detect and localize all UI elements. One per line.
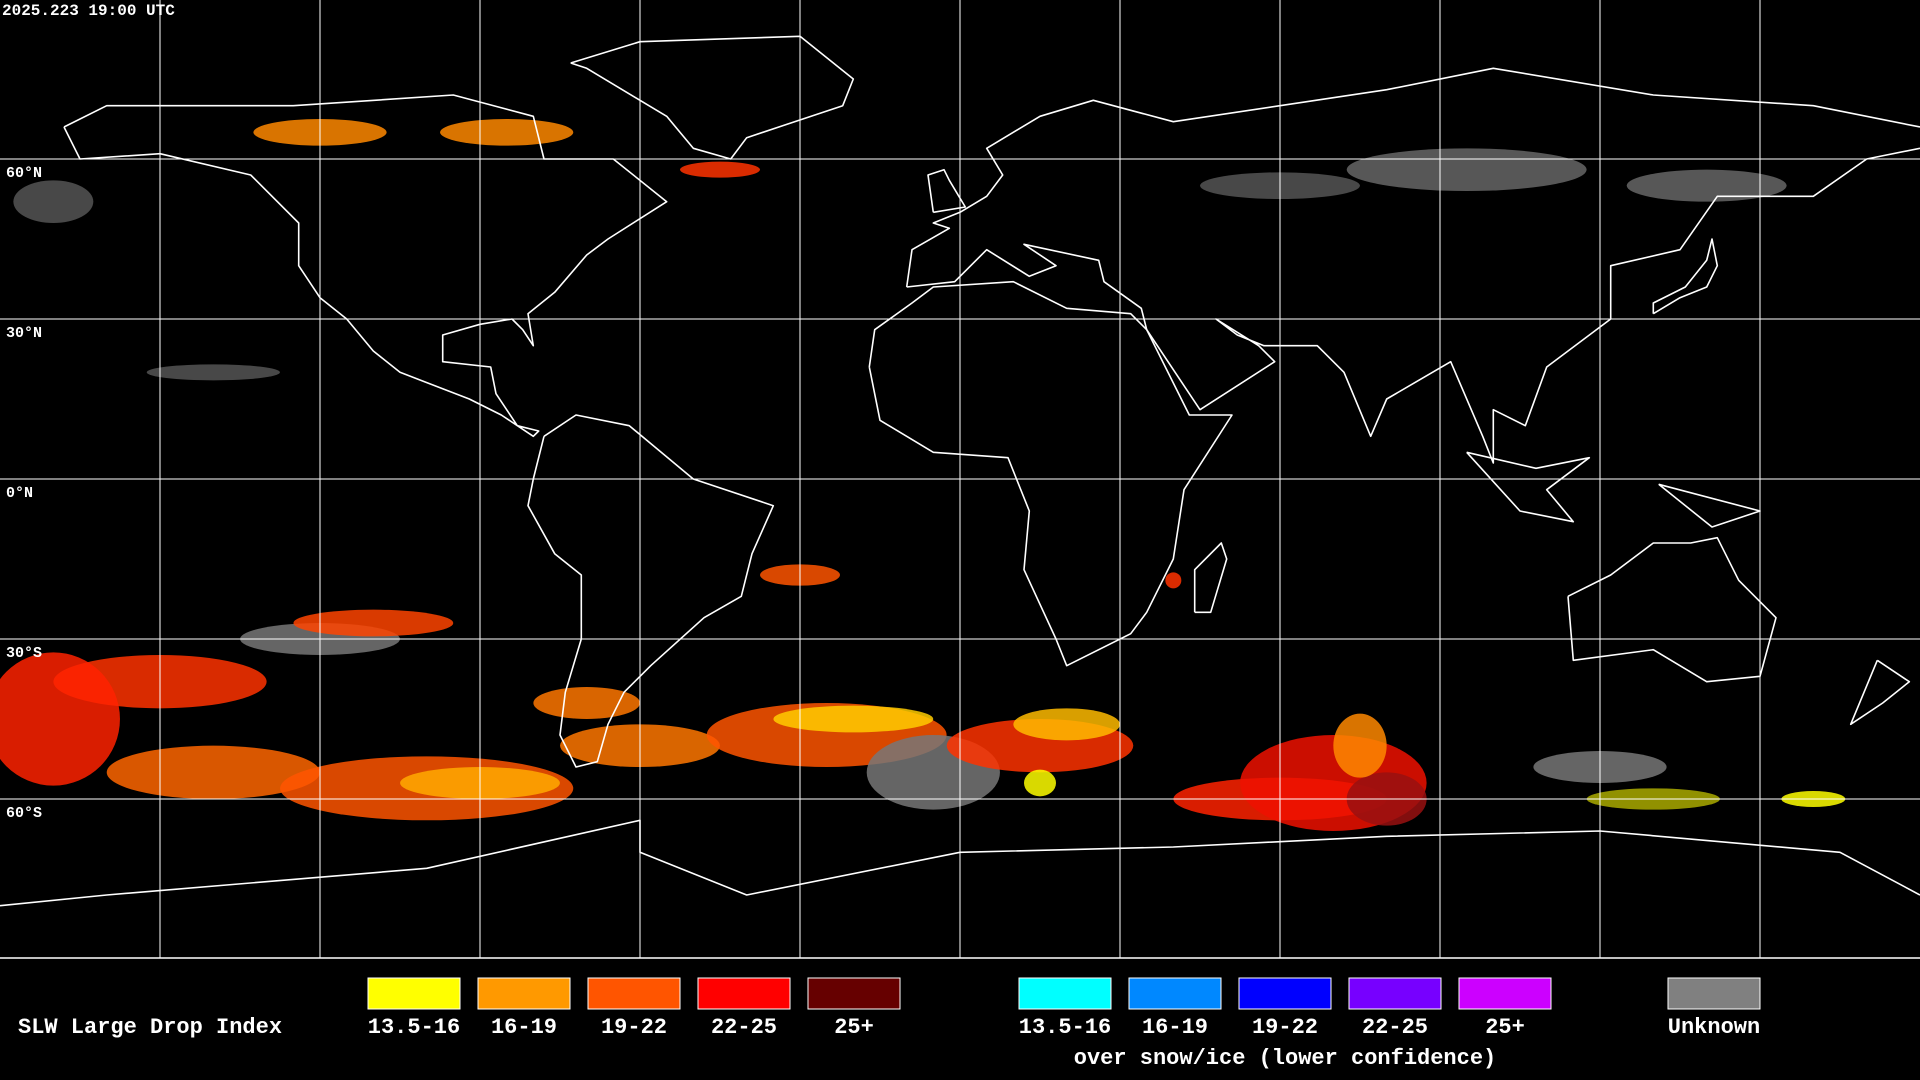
cloud-patch xyxy=(0,652,120,786)
legend-swatch xyxy=(1348,977,1442,1010)
coastline xyxy=(905,67,1920,288)
cloud-patch xyxy=(1165,572,1182,589)
legend-label: Unknown xyxy=(1668,1015,1760,1040)
coastline xyxy=(1658,483,1761,528)
coastline xyxy=(1567,536,1777,683)
legend-label: 13.5-16 xyxy=(1019,1015,1111,1040)
legend-swatch xyxy=(1238,977,1332,1010)
legend-label: 16-19 xyxy=(491,1015,557,1040)
cloud-patches xyxy=(0,119,1846,831)
cloud-patch xyxy=(680,161,760,178)
legend-label: 19-22 xyxy=(601,1015,667,1040)
coastline xyxy=(1193,542,1228,614)
legend-swatch xyxy=(587,977,681,1010)
coastline xyxy=(63,94,668,438)
cloud-patch xyxy=(773,705,934,733)
coastline xyxy=(1652,238,1719,315)
legend-caption: over snow/ice (lower confidence) xyxy=(1074,1046,1496,1071)
cloud-patch xyxy=(440,119,574,146)
coastline xyxy=(0,819,1920,907)
legend-swatch xyxy=(807,977,901,1010)
legend-swatch xyxy=(367,977,461,1010)
timestamp: 2025.223 19:00 UTC xyxy=(2,2,175,20)
legend-title: SLW Large Drop Index xyxy=(18,1015,282,1040)
legend-swatch xyxy=(477,977,571,1010)
graticule xyxy=(0,0,1920,958)
latitude-label: 0°N xyxy=(6,485,33,502)
legend-swatch xyxy=(697,977,791,1010)
cloud-patch xyxy=(293,609,454,637)
legend-swatch xyxy=(1667,977,1761,1010)
coastline xyxy=(1849,659,1911,726)
cloud-patch xyxy=(146,364,280,381)
cloud-patch xyxy=(533,687,640,719)
latitude-label: 60°N xyxy=(6,165,42,182)
legend-label: 25+ xyxy=(834,1015,874,1040)
legend-label: 13.5-16 xyxy=(368,1015,460,1040)
legend-label: 22-25 xyxy=(1362,1015,1428,1040)
cloud-patch xyxy=(13,180,94,223)
coastline xyxy=(868,280,1233,667)
cloud-patch xyxy=(1626,169,1787,202)
coastline xyxy=(527,414,775,768)
legend-swatch xyxy=(1458,977,1552,1010)
cloud-patch xyxy=(1346,148,1587,191)
latitude-label: 30°N xyxy=(6,325,42,342)
latitude-label: 60°S xyxy=(6,805,42,822)
cloud-patch xyxy=(1333,713,1387,778)
legend-swatch xyxy=(1128,977,1222,1010)
coastline xyxy=(1466,451,1591,523)
cloud-patch xyxy=(1024,769,1056,797)
coastline xyxy=(906,147,1920,464)
legend-panel xyxy=(0,958,1920,1080)
coastlines xyxy=(0,35,1920,907)
legend-label: 19-22 xyxy=(1252,1015,1318,1040)
legend-label: 22-25 xyxy=(711,1015,777,1040)
legend-swatch xyxy=(1018,977,1112,1010)
cloud-patch xyxy=(1013,708,1120,741)
latitude-label: 30°S xyxy=(6,645,42,662)
legend-label: 16-19 xyxy=(1142,1015,1208,1040)
legend-label: 25+ xyxy=(1485,1015,1525,1040)
